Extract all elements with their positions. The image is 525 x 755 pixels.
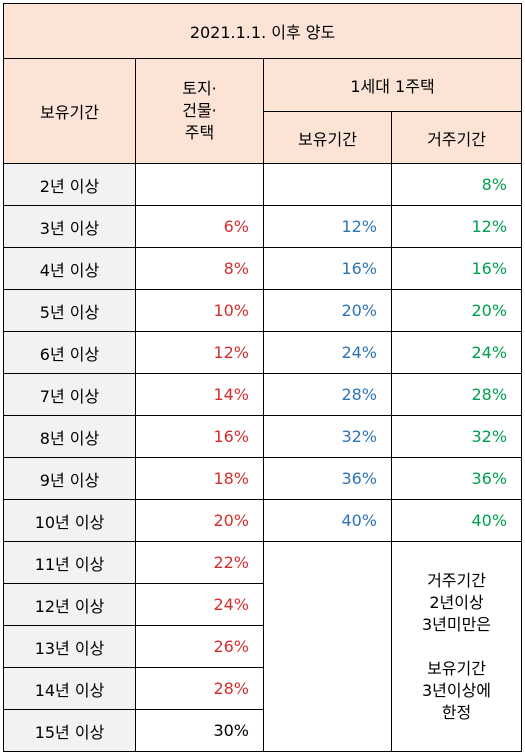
row-label: 8년 이상 <box>3 415 136 458</box>
row-label: 9년 이상 <box>3 457 136 500</box>
row-label: 2년 이상 <box>3 163 136 206</box>
table-row: 3년 이상 6% 12% 12% <box>3 205 523 248</box>
general-rate: 22% <box>135 541 264 584</box>
general-rate: 20% <box>135 499 264 542</box>
table-row: 8년 이상 16% 32% 32% <box>3 415 523 458</box>
general-rate: 24% <box>135 583 264 626</box>
holding-rate: 32% <box>263 415 392 458</box>
holding-rate <box>263 163 392 206</box>
row-label: 6년 이상 <box>3 331 136 374</box>
row-label: 12년 이상 <box>3 583 136 626</box>
general-rate: 10% <box>135 289 264 332</box>
row-label: 11년 이상 <box>3 541 136 584</box>
table-row: 10년 이상 20% 40% 40% <box>3 499 523 542</box>
general-rate: 6% <box>135 205 264 248</box>
row-label: 4년 이상 <box>3 247 136 290</box>
header-one-household-one-house: 1세대 1주택 <box>262 58 523 112</box>
residence-rate: 32% <box>390 415 523 458</box>
holding-rate: 36% <box>263 457 392 500</box>
general-rate <box>135 163 264 206</box>
residence-rate: 8% <box>390 163 523 206</box>
residence-note: 거주기간 2년이상 3년미만은 보유기간 3년이상에 한정 <box>390 541 523 752</box>
row-label: 3년 이상 <box>3 205 136 248</box>
residence-rate: 24% <box>390 331 523 374</box>
table-row: 9년 이상 18% 36% 36% <box>3 457 523 500</box>
general-rate: 14% <box>135 373 264 416</box>
general-rate: 16% <box>135 415 264 458</box>
holding-rate: 16% <box>263 247 392 290</box>
table-row: 15년 이상 30% <box>3 709 522 752</box>
table-row: 13년 이상 26% <box>3 625 522 668</box>
general-rate: 30% <box>135 709 264 752</box>
header-holding-period: 보유기간 <box>3 58 136 164</box>
residence-rate: 40% <box>390 499 523 542</box>
table-row: 12년 이상 24% <box>3 583 522 626</box>
holding-rate: 12% <box>263 205 392 248</box>
table-title: 2021.1.1. 이후 양도 <box>2 3 523 59</box>
table-row: 4년 이상 8% 16% 16% <box>3 247 523 290</box>
residence-rate: 12% <box>390 205 523 248</box>
table-row: 2년 이상 8% <box>3 163 523 206</box>
general-rate: 8% <box>135 247 264 290</box>
table-row: 11년 이상 22% 거주기간 2년이상 3년미만은 보유기간 3년이상에 한정 <box>3 541 523 752</box>
general-rate: 26% <box>135 625 264 668</box>
row-label: 13년 이상 <box>3 625 136 668</box>
deduction-table: 2021.1.1. 이후 양도 보유기간 토지· 건물· 주택 1세대 1주택 … <box>2 3 523 752</box>
general-rate: 28% <box>135 667 264 710</box>
row-label: 7년 이상 <box>3 373 136 416</box>
holding-rate: 28% <box>263 373 392 416</box>
holding-rate: 40% <box>263 499 392 542</box>
table-row: 5년 이상 10% 20% 20% <box>3 289 523 332</box>
row-label: 5년 이상 <box>3 289 136 332</box>
table-row: 14년 이상 28% <box>3 667 522 710</box>
holding-rate: 20% <box>263 289 392 332</box>
row-label: 15년 이상 <box>3 709 136 752</box>
row-label: 14년 이상 <box>3 667 136 710</box>
subheader-residence-period: 거주기간 <box>390 111 523 164</box>
subheader-holding-period: 보유기간 <box>263 111 392 164</box>
residence-rate: 36% <box>390 457 523 500</box>
row-label: 10년 이상 <box>3 499 136 542</box>
table-row: 7년 이상 14% 28% 28% <box>3 373 523 416</box>
table-row: 6년 이상 12% 24% 24% <box>3 331 523 374</box>
general-rate: 12% <box>135 331 264 374</box>
residence-rate: 28% <box>390 373 523 416</box>
header-land-building-house: 토지· 건물· 주택 <box>135 58 264 164</box>
holding-rate: 24% <box>263 331 392 374</box>
empty-holding-cell <box>263 541 392 752</box>
residence-rate: 16% <box>390 247 523 290</box>
residence-rate: 20% <box>390 289 523 332</box>
general-rate: 18% <box>135 457 264 500</box>
